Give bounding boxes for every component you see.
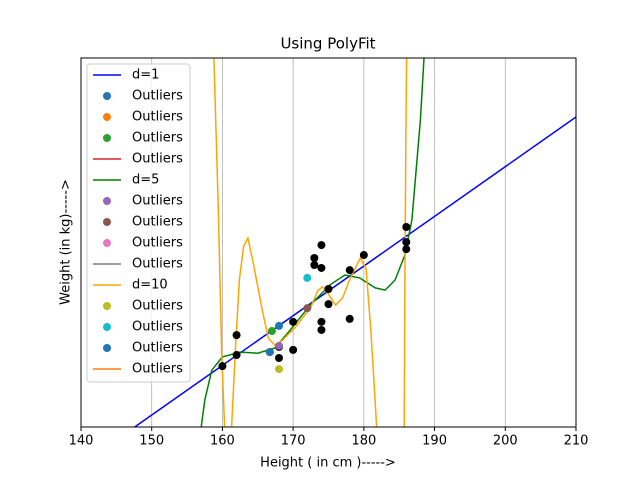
x-tick-label: 140: [69, 434, 94, 449]
data-point: [310, 261, 319, 270]
x-tick-label: 180: [351, 434, 376, 449]
data-point: [402, 238, 411, 247]
data-point: [345, 314, 354, 323]
outlier-point: [275, 341, 283, 350]
data-point: [317, 241, 326, 250]
x-axis-label: Height ( in cm )----->: [260, 456, 396, 471]
legend-label: Outliers: [132, 257, 183, 272]
legend-marker: [103, 197, 111, 205]
data-point: [317, 325, 326, 334]
legend-label: d=10: [132, 278, 168, 293]
legend-marker: [103, 302, 111, 310]
data-point: [317, 263, 326, 272]
data-point: [402, 245, 411, 254]
data-point: [324, 300, 333, 309]
plot-frame: [80, 57, 577, 428]
legend-marker: [103, 134, 111, 142]
legend-marker: [103, 113, 111, 121]
legend-label: Outliers: [132, 236, 183, 251]
y-axis-label: Weight (in kg)----->: [59, 179, 74, 305]
outlier-point: [265, 348, 274, 357]
x-tick-label: 190: [422, 434, 447, 449]
legend-marker: [103, 218, 111, 226]
legend-label: Outliers: [132, 341, 183, 356]
data-point: [310, 253, 319, 262]
data-point: [317, 317, 326, 326]
data-point: [218, 362, 227, 371]
legend-label: Outliers: [132, 299, 183, 314]
legend-label: Outliers: [132, 152, 183, 167]
legend-marker: [103, 323, 111, 331]
legend-box: [86, 63, 191, 383]
legend-label: d=5: [132, 173, 159, 188]
fit-line: [213, 58, 408, 427]
x-tick-label: 170: [281, 434, 306, 449]
x-tick-label: 200: [493, 434, 518, 449]
legend-label: d=1: [132, 68, 159, 83]
legend-marker: [103, 344, 111, 352]
legend-label: Outliers: [132, 131, 183, 146]
legend-label: Outliers: [132, 194, 183, 209]
legend-marker: [103, 92, 111, 100]
legend-label: Outliers: [132, 362, 183, 377]
legend-label: Outliers: [132, 110, 183, 125]
data-point: [359, 251, 368, 260]
data-point: [232, 351, 241, 360]
outlier-point: [275, 321, 283, 330]
legend-marker: [103, 239, 111, 247]
fit-line: [134, 116, 576, 427]
outlier-point: [303, 273, 312, 282]
data-point: [232, 331, 241, 340]
legend-label: Outliers: [132, 215, 183, 230]
legend-label: Outliers: [132, 89, 183, 104]
data-point: [324, 284, 333, 293]
data-point: [345, 266, 354, 275]
outlier-point: [275, 365, 283, 374]
data-point: [289, 345, 298, 354]
x-tick-label: 210: [564, 434, 589, 449]
x-tick-label: 150: [139, 434, 164, 449]
data-point: [402, 223, 411, 232]
legend-label: Outliers: [132, 320, 183, 335]
outlier-point: [303, 304, 312, 313]
chart-title: Using PolyFit: [280, 35, 375, 53]
x-tick-label: 160: [210, 434, 235, 449]
outlier-point: [267, 327, 276, 336]
data-point: [289, 317, 298, 326]
data-point: [275, 353, 283, 362]
